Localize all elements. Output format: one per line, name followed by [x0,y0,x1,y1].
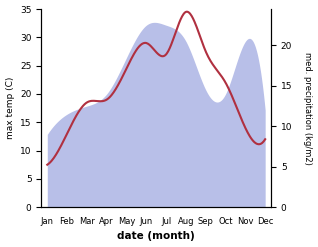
Y-axis label: med. precipitation (kg/m2): med. precipitation (kg/m2) [303,52,313,165]
Y-axis label: max temp (C): max temp (C) [5,77,15,139]
X-axis label: date (month): date (month) [117,231,195,242]
